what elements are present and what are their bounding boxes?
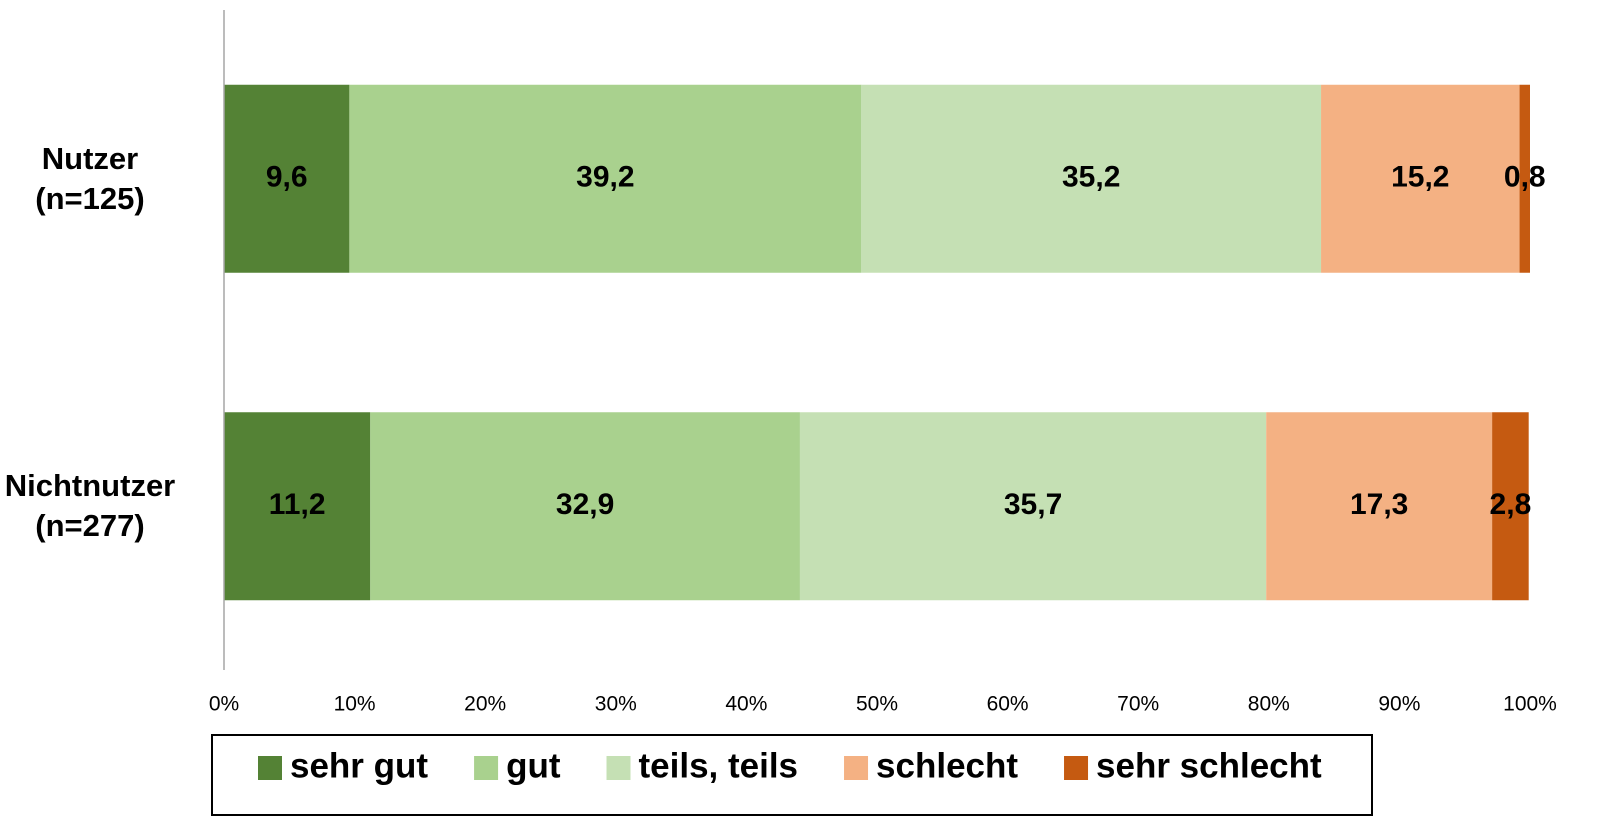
bar-segment [1321,84,1520,273]
x-tick-label: 60% [987,693,1029,716]
data-label: 0,8 [1504,161,1546,194]
x-tick-label: 20% [464,693,506,716]
bar-segment [370,412,800,601]
legend-swatch [606,756,631,780]
data-label: 17,3 [1350,488,1408,521]
bar-segment [1492,412,1529,601]
x-tick-label: 10% [334,693,376,716]
legend-label: schlecht [876,746,1018,785]
data-label: 32,9 [556,488,614,521]
data-label: 35,2 [1062,161,1120,194]
data-label: 9,6 [266,161,308,194]
legend-swatch [1064,756,1089,780]
legend-label: gut [506,746,561,785]
legend-label: sehr schlecht [1096,746,1322,785]
data-label: 15,2 [1391,161,1449,194]
data-label: 35,7 [1004,488,1062,521]
x-tick-label: 0% [209,693,239,716]
legend-label: sehr gut [290,746,428,785]
x-tick-label: 90% [1378,693,1420,716]
legend-label: teils, teils [639,746,799,785]
data-label: 39,2 [576,161,634,194]
bar-segment [349,84,862,273]
data-label: 11,2 [269,488,326,521]
bar-segment [224,412,371,601]
y-tick-label: Nichtnutzer (n=277) [4,468,176,544]
bar-segment [224,84,350,273]
y-tick-label: Nutzer (n=125) [35,140,145,216]
bar-segment [1519,84,1530,273]
x-tick-label: 50% [856,693,898,716]
bar-segment [1266,412,1493,601]
x-tick-label: 80% [1248,693,1290,716]
x-tick-label: 100% [1503,693,1557,716]
legend-box [211,734,1373,816]
legend-swatch [258,756,282,780]
data-label: 2,8 [1490,488,1532,521]
legend-swatch [474,756,499,780]
x-tick-label: 70% [1117,693,1159,716]
legend-swatch [844,756,869,780]
x-tick-label: 40% [725,693,767,716]
bar-segment [861,84,1322,273]
bar-segment [799,412,1267,601]
x-tick-label: 30% [595,693,637,716]
